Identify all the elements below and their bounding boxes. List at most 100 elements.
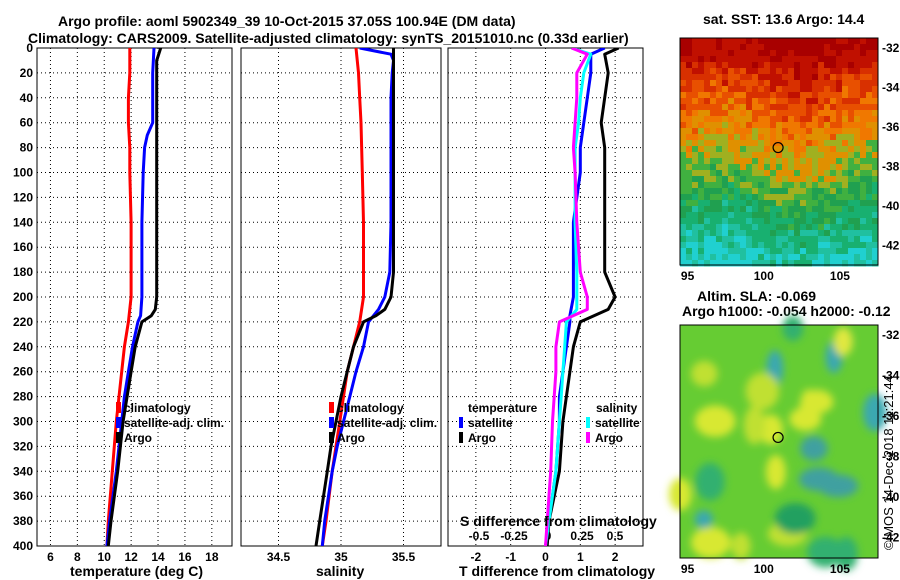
sst-cell [770,44,777,51]
sst-cell [812,122,819,129]
sst-cell [770,218,777,225]
sst-cell [764,212,771,219]
sst-cell [758,152,765,159]
sst-cell [680,164,687,171]
sst-cell [722,158,729,165]
sst-cell [866,56,873,63]
sst-cell [740,62,747,69]
depth-tick-label: 60 [20,116,34,130]
sst-cell [842,50,849,57]
sst-cell [692,98,699,105]
legend-argo: Argo [124,431,152,445]
sst-cell [848,50,855,57]
sst-cell [758,254,765,261]
sst-cell [752,206,759,213]
sst-cell [680,128,687,135]
sst-cell [692,74,699,81]
sst-cell [728,122,735,129]
sst-cell [782,110,789,117]
sst-cell [734,128,741,135]
sst-cell [854,194,861,201]
sst-cell [692,218,699,225]
sst-cell [764,194,771,201]
sst-cell [866,86,873,93]
sst-cell [698,152,705,159]
sst-cell [782,170,789,177]
sst-cell [854,170,861,177]
depth-tick-label: 320 [13,439,33,453]
sst-cell [734,212,741,219]
sst-cell [806,230,813,237]
sst-cell [764,104,771,111]
sst-cell [710,248,717,255]
sst-cell [842,194,849,201]
sst-cell [788,206,795,213]
sst-cell [776,248,783,255]
sst-cell [812,224,819,231]
sst-cell [794,38,801,45]
sst-cell [830,230,837,237]
salinity-legend: climatology satellite-adj. clim. Argo [329,401,437,445]
sst-cell [746,176,753,183]
sst-cell [782,188,789,195]
sst-cell [830,236,837,243]
sst-cell [734,38,741,45]
sst-cell [692,242,699,249]
sst-cell [758,170,765,177]
depth-tick-label: 400 [13,539,33,553]
sst-cell [758,128,765,135]
sst-cell [752,56,759,63]
sst-cell [782,104,789,111]
sst-cell [824,128,831,135]
sst-cell [770,152,777,159]
sst-cell [692,38,699,45]
sst-cell [818,74,825,81]
sst-cell [776,242,783,249]
sst-cell [794,86,801,93]
sst-cell [752,242,759,249]
sst-cell [716,104,723,111]
sst-cell [758,242,765,249]
series-line-argo [314,48,395,546]
sst-cell [680,80,687,87]
sst-cell [680,50,687,57]
sst-cell [788,194,795,201]
sst-cell [794,236,801,243]
sst-cell [782,182,789,189]
sst-cell [830,128,837,135]
sst-cell [686,44,693,51]
sst-cell [854,50,861,57]
sst-cell [716,134,723,141]
sst-cell [740,194,747,201]
sst-cell [728,128,735,135]
sst-cell [800,56,807,63]
sst-cell [686,110,693,117]
sst-cell [698,92,705,99]
sst-cell [842,158,849,165]
sst-cell [830,50,837,57]
sst-cell [872,242,879,249]
sst-cell [722,38,729,45]
sst-cell [728,236,735,243]
sst-cell [728,110,735,117]
sst-cell [794,140,801,147]
sst-cell [800,146,807,153]
sst-cell [770,122,777,129]
sst-cell [752,74,759,81]
sst-cell [692,146,699,153]
sst-cell [680,86,687,93]
sst-cell [818,146,825,153]
depth-tick-label: 40 [20,91,34,105]
sst-cell [740,212,747,219]
sst-cell [794,176,801,183]
sst-cell [758,116,765,123]
sst-cell [704,218,711,225]
sst-cell [788,242,795,249]
sst-cell [722,116,729,123]
sst-cell [764,188,771,195]
sst-cell [818,242,825,249]
sst-cell [752,80,759,87]
sst-cell [854,68,861,75]
sst-cell [854,230,861,237]
s-diff-tick-label: 0.25 [570,529,594,543]
